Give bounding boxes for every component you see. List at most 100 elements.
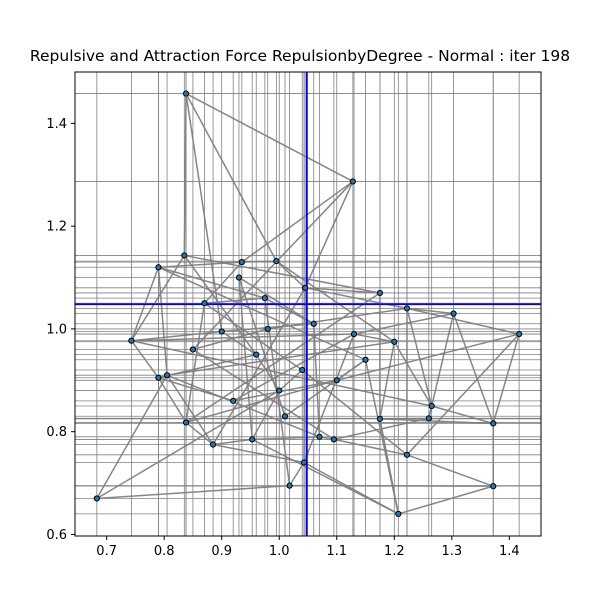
graph-edge <box>212 287 306 445</box>
graph-node <box>276 387 283 394</box>
graph-edge <box>393 341 433 407</box>
x-tick-label: 0.8 <box>154 544 175 559</box>
graph-edge <box>305 287 380 294</box>
graph-edge <box>278 369 303 392</box>
graph-node <box>403 305 411 312</box>
graph-edge <box>452 313 494 424</box>
graph-node <box>395 510 402 518</box>
graph-node <box>249 436 256 443</box>
graph-edge <box>158 266 366 361</box>
graph-node <box>300 459 308 466</box>
graph-node <box>281 413 289 420</box>
graph-edge <box>96 374 168 499</box>
x-tick-label: 1.0 <box>269 544 290 559</box>
graph-edge <box>185 303 206 423</box>
graph-node <box>302 284 309 291</box>
graph-edge <box>192 180 354 350</box>
x-tick-label: 0.9 <box>211 544 232 559</box>
graph-edge <box>275 260 395 343</box>
graph-node <box>238 259 245 266</box>
graph-edge <box>379 417 429 420</box>
graph-node <box>376 289 384 297</box>
graph-node <box>316 433 323 440</box>
graph-edge <box>406 307 520 335</box>
graph-node <box>273 257 280 265</box>
graph-edge <box>379 418 494 425</box>
graph-edge <box>204 302 303 371</box>
graph-edge <box>131 340 432 407</box>
graph-edge <box>131 330 222 342</box>
x-tick-label: 1.1 <box>326 544 347 559</box>
graph-edge <box>221 330 257 356</box>
y-tick-label: 1.0 <box>46 322 67 337</box>
graph-edge <box>364 359 400 515</box>
graph-node <box>450 310 457 317</box>
graph-node <box>93 495 100 502</box>
graph-edge <box>303 287 306 463</box>
graph-edge <box>157 377 187 423</box>
graph-node <box>391 338 398 345</box>
edge-layer <box>96 92 520 515</box>
graph-edge <box>406 307 454 315</box>
graph-node <box>516 330 523 338</box>
graph-node <box>182 90 190 97</box>
graph-node <box>163 372 171 379</box>
graph-edge <box>185 93 223 332</box>
graph-node <box>189 346 197 353</box>
graph-node <box>376 415 384 422</box>
graph-edge <box>275 260 306 289</box>
graph-node <box>128 337 135 344</box>
graph-node <box>264 325 271 333</box>
graph-edge <box>406 454 494 487</box>
graph-edge <box>398 485 494 515</box>
graph-edge <box>183 93 187 256</box>
graph-edge <box>288 462 305 487</box>
graph-edge <box>96 484 290 500</box>
graph-node <box>218 328 225 335</box>
graph-edge <box>158 261 242 269</box>
graph-node <box>286 482 293 489</box>
graph-edge <box>353 333 395 343</box>
graph-edge <box>233 379 337 402</box>
graph-node <box>235 274 243 281</box>
node-layer <box>93 90 523 518</box>
graph-node <box>425 415 432 422</box>
x-tick-label: 1.3 <box>441 544 462 559</box>
axis-layer: 0.7 0.8 0.9 1.0 1.1 1.2 1.3 1.4 0.6 0.8 1.0 1.2 1.4 <box>46 117 519 559</box>
graph-node <box>155 374 162 381</box>
crosshair-layer <box>75 72 541 536</box>
graph-edge <box>157 267 168 376</box>
x-tick-label: 1.2 <box>384 544 405 559</box>
graph-edge <box>185 93 278 262</box>
graph-node <box>230 397 237 404</box>
graph-edge <box>333 417 429 441</box>
graph-edge <box>166 341 395 376</box>
graph-edge <box>251 438 399 515</box>
graph-edge <box>185 379 337 424</box>
graph-edge <box>289 484 494 487</box>
graph-node <box>310 320 317 327</box>
graph-edge <box>192 328 268 351</box>
chart-title: Repulsive and Attraction Force Repulsion… <box>29 47 571 65</box>
y-tick-label: 1.2 <box>46 220 67 235</box>
graph-edge <box>185 421 214 446</box>
y-tick-label: 0.6 <box>46 528 67 543</box>
graph-node <box>182 419 190 426</box>
graph-node <box>253 351 260 358</box>
graph-edge <box>158 377 234 402</box>
graph-node <box>403 451 411 458</box>
graph-edge <box>255 354 280 391</box>
graph-node <box>201 300 208 307</box>
graph-node <box>490 420 497 427</box>
graph-node <box>333 377 340 384</box>
graph-edge <box>130 340 160 379</box>
graph-edge <box>212 443 305 464</box>
graph-edge <box>406 333 520 456</box>
graph-node <box>350 330 358 338</box>
graph-edge <box>379 341 396 419</box>
graph-edge <box>406 308 433 407</box>
graph-edge <box>238 276 315 325</box>
graph-edge <box>185 92 354 183</box>
graph-edge <box>203 261 243 304</box>
